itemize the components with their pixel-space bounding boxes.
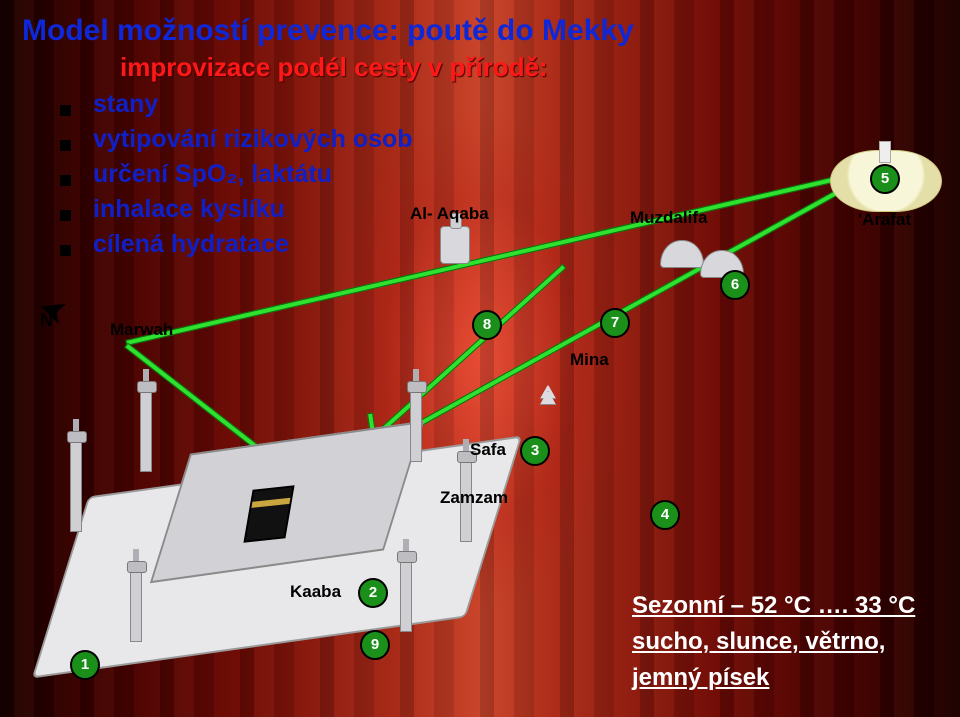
climate-info: Sezonní – 52 °C …. 33 °C sucho, slunce, … — [632, 588, 915, 696]
bullet-icon — [60, 105, 71, 116]
minaret-icon — [400, 560, 412, 632]
label-kaaba: Kaaba — [290, 582, 341, 602]
label-mina: Mina — [570, 350, 609, 370]
climate-line: sucho, slunce, větrno, — [632, 624, 915, 660]
muzdalifa-dome — [660, 240, 704, 268]
map-number: 4 — [650, 500, 680, 530]
map-number: 6 — [720, 270, 750, 300]
list-item: stany — [60, 90, 413, 119]
label-muzdalifa: Muzdalifa — [630, 208, 707, 228]
list-item-label: stany — [93, 90, 158, 119]
map-number: 3 — [520, 436, 550, 466]
climate-line: jemný písek — [632, 660, 915, 696]
label-safa: Safa — [470, 440, 506, 460]
map-number: 7 — [600, 308, 630, 338]
slide: Model možností prevence: poutě do Mekky … — [0, 0, 960, 717]
minaret-icon — [70, 440, 82, 532]
grand-mosque — [60, 400, 500, 660]
aqaba-pillar — [440, 226, 470, 264]
map-number: 5 — [870, 164, 900, 194]
map-number: 1 — [70, 650, 100, 680]
label-north: N — [40, 310, 53, 331]
map-number: 8 — [472, 310, 502, 340]
slide-subtitle: improvizace podél cesty v přírodě: — [120, 52, 548, 83]
climate-line: Sezonní – 52 °C …. 33 °C — [632, 588, 915, 624]
mina-tents — [540, 385, 760, 505]
minaret-icon — [130, 570, 142, 642]
label-zamzam: Zamzam — [440, 488, 508, 508]
minaret-icon — [410, 390, 422, 462]
label-marwah: Marwah — [110, 320, 173, 340]
map-number: 2 — [358, 578, 388, 608]
minaret-icon — [140, 390, 152, 472]
map-number: 9 — [360, 630, 390, 660]
label-aqaba: Al- Aqaba — [410, 204, 489, 224]
slide-title: Model možností prevence: poutě do Mekky — [22, 14, 634, 48]
label-arafat: 'Arafat — [858, 210, 911, 230]
